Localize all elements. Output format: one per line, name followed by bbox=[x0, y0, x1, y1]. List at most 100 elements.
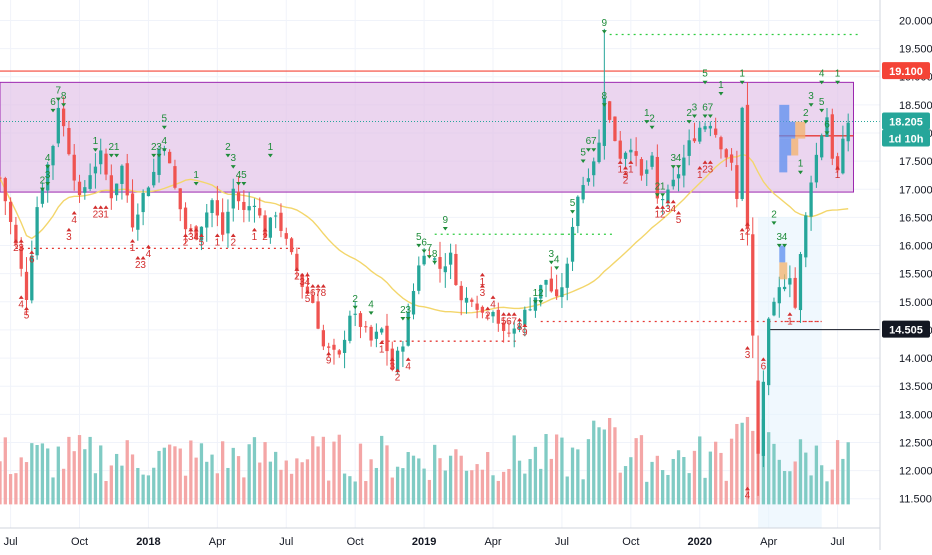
candle-body bbox=[655, 156, 659, 199]
price-tick-label: 17.500 bbox=[899, 156, 932, 168]
td-arrow bbox=[188, 227, 194, 232]
volume-bar bbox=[650, 461, 654, 505]
td-count-label: 2 bbox=[294, 271, 300, 282]
td-count-label: 1 bbox=[268, 142, 274, 153]
volume-bar bbox=[14, 473, 18, 505]
td-count-label: 5 bbox=[702, 69, 708, 80]
td-count-label: 1 bbox=[252, 232, 258, 243]
volume-bar bbox=[740, 422, 744, 505]
td-arrow bbox=[326, 351, 332, 356]
td-arrow bbox=[140, 256, 146, 260]
volume-bar bbox=[830, 469, 834, 505]
td-count-label: 1 bbox=[798, 159, 804, 170]
td-arrow bbox=[601, 103, 607, 107]
time-tick-label: 2019 bbox=[412, 536, 436, 548]
volume-bar bbox=[268, 461, 273, 505]
volume-bar bbox=[581, 479, 585, 505]
td-count-label: 3 bbox=[405, 305, 411, 316]
volume-bar bbox=[480, 469, 485, 505]
td-arrow bbox=[511, 312, 517, 316]
td-count-label: 7 bbox=[708, 102, 714, 113]
td-arrow bbox=[808, 103, 814, 107]
volume-bar bbox=[88, 436, 92, 505]
volume-bar bbox=[613, 427, 617, 505]
candle-body bbox=[454, 253, 458, 285]
td-count-label: 8 bbox=[602, 91, 608, 102]
candle-body bbox=[507, 332, 511, 334]
td-count-label: 4 bbox=[745, 491, 751, 502]
time-tick-label: Jul bbox=[831, 536, 845, 548]
price-tick-label: 20.000 bbox=[899, 15, 932, 27]
volume-bar bbox=[183, 475, 188, 505]
volume-bar bbox=[342, 473, 347, 505]
volume-bar bbox=[507, 468, 511, 505]
td-arrow bbox=[506, 312, 512, 316]
td-count-label: 3 bbox=[623, 170, 629, 181]
volume-bar bbox=[570, 447, 575, 505]
volume-bar bbox=[671, 458, 675, 505]
volume-bar bbox=[560, 437, 564, 505]
td-arrow bbox=[368, 311, 374, 315]
profile-box bbox=[779, 262, 788, 280]
candle-body bbox=[46, 164, 50, 191]
td-arrow bbox=[803, 120, 809, 124]
td-count-label: 1 bbox=[660, 181, 666, 192]
candle-body bbox=[703, 126, 707, 130]
td-arrow bbox=[835, 80, 841, 85]
candle-body bbox=[751, 234, 755, 336]
candle-body bbox=[782, 286, 787, 290]
volume-bar bbox=[772, 443, 776, 505]
volume-bar bbox=[714, 441, 718, 505]
candle-body bbox=[284, 233, 288, 239]
candle-body bbox=[205, 212, 209, 228]
candle-body bbox=[263, 215, 267, 238]
profile-box bbox=[779, 245, 786, 263]
td-count-label: 5 bbox=[570, 198, 576, 209]
td-count-label: 3 bbox=[18, 243, 24, 254]
volume-bar bbox=[316, 446, 320, 505]
candle-body bbox=[178, 188, 182, 210]
td-count-label: 2 bbox=[352, 294, 358, 305]
candle-body bbox=[438, 257, 442, 269]
td-arrow bbox=[697, 166, 703, 170]
candle-body bbox=[501, 322, 506, 331]
td-arrow bbox=[654, 193, 660, 197]
volume-bar bbox=[682, 456, 686, 505]
volume-bar bbox=[120, 465, 124, 505]
volume-bar bbox=[374, 467, 379, 505]
td-arrow bbox=[479, 272, 485, 277]
candle-body bbox=[125, 163, 129, 196]
volume-bar bbox=[93, 473, 98, 505]
td-count-label: 1 bbox=[739, 69, 745, 80]
td-arrow bbox=[405, 317, 411, 321]
volume-bar bbox=[205, 461, 209, 505]
volume-bar bbox=[221, 441, 225, 505]
candle-body bbox=[602, 97, 606, 146]
volume-bar bbox=[703, 477, 707, 505]
candle-body bbox=[173, 166, 177, 188]
td-arrow bbox=[299, 272, 305, 277]
td-count-label: 2 bbox=[686, 108, 692, 119]
volume-bar bbox=[793, 461, 797, 505]
td-count-label: 1 bbox=[697, 170, 703, 181]
price-levels bbox=[0, 33, 880, 342]
candle-body bbox=[56, 107, 60, 144]
volume-bar bbox=[46, 448, 50, 505]
volume-bar bbox=[645, 481, 649, 505]
candle-body bbox=[417, 265, 421, 291]
td-count-label: 1 bbox=[215, 238, 221, 249]
td-count-label: 4 bbox=[162, 136, 168, 147]
td-arrow bbox=[442, 227, 448, 231]
volume-bar bbox=[369, 459, 373, 505]
volume-bar bbox=[820, 465, 824, 505]
candle-body bbox=[459, 285, 463, 301]
profile-box bbox=[791, 138, 799, 156]
td-arrow bbox=[156, 153, 162, 158]
candle-body bbox=[448, 252, 453, 265]
volume-bar bbox=[358, 443, 363, 505]
volume-bar bbox=[438, 458, 442, 505]
volume-bar bbox=[295, 458, 299, 505]
td-count-label: 2 bbox=[135, 260, 141, 271]
volume-bar bbox=[719, 452, 723, 505]
